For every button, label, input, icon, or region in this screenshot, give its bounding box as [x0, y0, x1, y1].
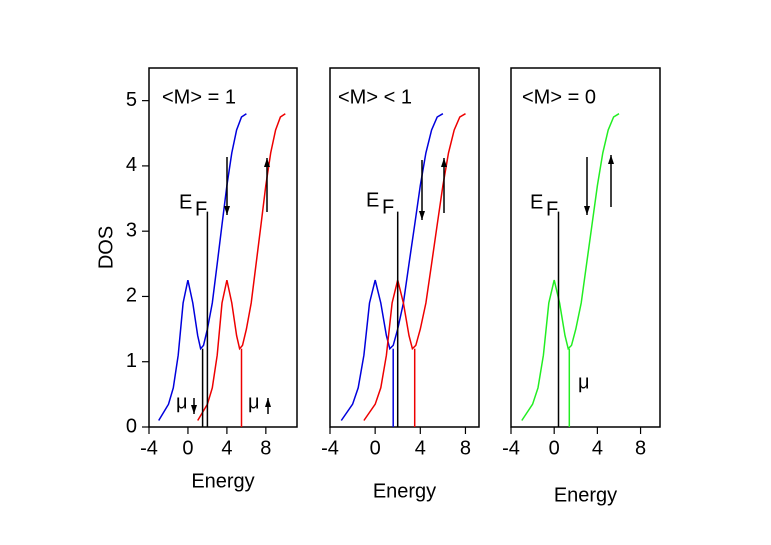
annotation: E — [366, 189, 379, 211]
dos-curve — [197, 113, 286, 421]
y-tick-label: 1 — [126, 350, 137, 372]
annotation: E — [530, 191, 543, 213]
x-axis-label: Energy — [554, 484, 617, 506]
x-tick-label: 4 — [415, 437, 426, 459]
y-axis-label: DOS — [95, 226, 117, 269]
arrow-head — [224, 206, 230, 215]
annotation: F — [382, 196, 394, 218]
plot-frame — [510, 67, 661, 428]
dos-curve — [363, 113, 466, 421]
y-tick-label: 0 — [126, 415, 137, 437]
arrow-head — [191, 405, 197, 414]
annotation: μ — [248, 391, 260, 413]
x-tick-label: 0 — [370, 437, 381, 459]
y-tick-label: 3 — [126, 219, 137, 241]
x-axis-label: Energy — [191, 470, 254, 492]
y-tick-label: 2 — [126, 285, 137, 307]
x-tick-label: 8 — [635, 437, 646, 459]
annotation: E — [179, 191, 192, 213]
annotation: <M> < 1 — [338, 86, 412, 108]
dos-curve — [158, 113, 247, 421]
annotation: F — [195, 198, 207, 220]
plot-frame — [148, 67, 298, 428]
arrow-head — [608, 155, 614, 164]
x-tick-label: 0 — [549, 437, 560, 459]
plot-frame — [329, 67, 480, 428]
x-tick-label: 8 — [260, 437, 271, 459]
dos-curve — [340, 113, 444, 421]
x-tick-label: -4 — [502, 437, 520, 459]
x-tick-label: 0 — [182, 437, 193, 459]
annotation: μ — [176, 391, 188, 413]
arrow-head — [265, 398, 271, 407]
annotation: μ — [578, 371, 590, 393]
arrow-head — [441, 158, 447, 167]
dos-curve — [521, 113, 620, 421]
annotation: <M> = 1 — [162, 86, 236, 108]
annotation: <M> = 0 — [522, 86, 596, 108]
x-tick-label: 4 — [592, 437, 603, 459]
x-tick-label: 4 — [221, 437, 232, 459]
x-tick-label: 8 — [460, 437, 471, 459]
y-tick-label: 4 — [126, 154, 137, 176]
y-tick-label: 5 — [126, 89, 137, 111]
x-axis-label: Energy — [373, 480, 436, 502]
arrow-head — [584, 206, 590, 215]
x-tick-label: -4 — [321, 437, 339, 459]
annotation: F — [546, 198, 558, 220]
arrow-head — [419, 211, 425, 220]
x-tick-label: -4 — [140, 437, 158, 459]
arrow-head — [264, 158, 270, 167]
